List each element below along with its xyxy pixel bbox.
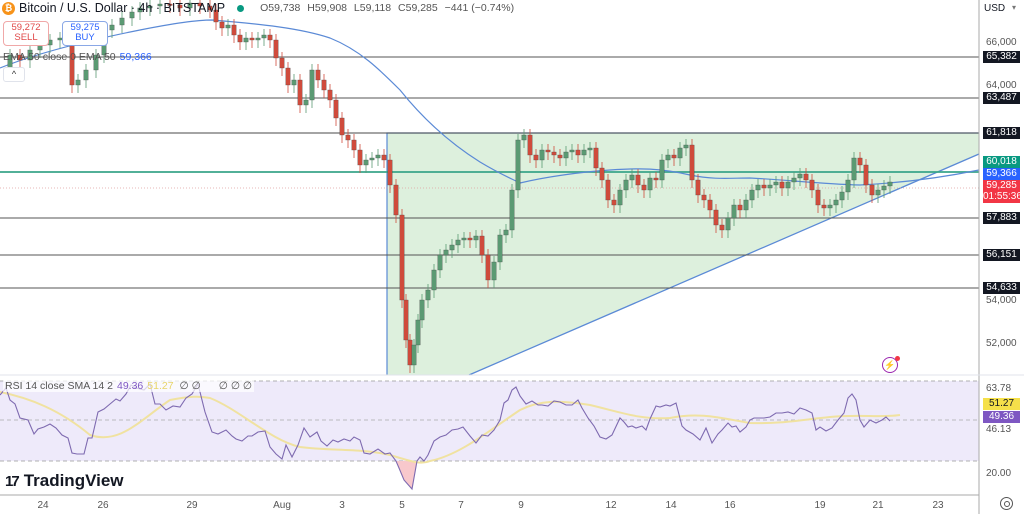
settings-gear-icon[interactable]: [1000, 497, 1013, 510]
price-level-badge: 01:55:36: [983, 191, 1022, 203]
oversold-fill: [396, 461, 417, 489]
rsi-value: 49.36: [116, 380, 144, 392]
price-tick: 52,000: [986, 338, 1017, 349]
tradingview-mark-icon: 17: [5, 472, 20, 490]
collapse-legend-button[interactable]: ^: [3, 67, 25, 82]
rsi-sma-line: [0, 391, 901, 464]
price-level-badge: 60,018: [983, 156, 1020, 168]
symbol-title[interactable]: Bitcoin / U.S. Dollar · 4h · BITSTAMP: [19, 1, 226, 15]
rsi-band: [0, 381, 979, 461]
close-value: C59,285: [398, 2, 438, 14]
price-level-badge: 56,151: [983, 249, 1020, 261]
high-value: H59,908: [307, 2, 347, 14]
rsi-null-values-b: ∅ ∅ ∅: [218, 380, 253, 392]
time-tick: 12: [605, 500, 617, 511]
price-level-badge: 54,633: [983, 282, 1020, 294]
ohlc-values: O59,738 H59,908 L59,118 C59,285 −441 (−0…: [260, 2, 518, 14]
price-level-badge: 59,285: [983, 180, 1020, 192]
time-tick: 29: [186, 500, 198, 511]
symbol-header: ₿ Bitcoin / U.S. Dollar · 4h · BITSTAMP …: [2, 1, 518, 15]
time-tick: 21: [872, 500, 884, 511]
chevron-down-icon[interactable]: ▾: [1012, 3, 1017, 12]
ema-legend[interactable]: EMA 50 close 0 EMA 50 59,366: [3, 51, 152, 63]
currency-selector[interactable]: USD: [984, 3, 1006, 14]
ema-legend-label: EMA 50 close 0 EMA 50: [3, 51, 116, 63]
price-level-badge: 59,366: [983, 168, 1020, 180]
rsi-sma-value: 51.27: [147, 380, 174, 392]
time-tick: 7: [458, 500, 464, 511]
time-tick: 3: [339, 500, 345, 511]
triangle-pattern: [387, 133, 979, 375]
rsi-value-badge: 49.36: [983, 411, 1020, 423]
time-tick: 5: [399, 500, 405, 511]
low-value: L59,118: [353, 2, 392, 14]
price-tick: 54,000: [986, 295, 1017, 306]
price-level-badge: 61,818: [983, 127, 1020, 139]
rsi-legend-label: RSI 14 close SMA 14 2: [5, 380, 113, 392]
sell-button[interactable]: 59,272 SELL: [3, 21, 49, 46]
rsi-value-badge: 51.27: [983, 398, 1020, 410]
price-level-badge: 63,487: [983, 92, 1020, 104]
change-value: −441 (−0.74%): [444, 2, 515, 14]
rsi-null-values-a: ∅ ∅: [179, 380, 201, 392]
rsi-legend[interactable]: RSI 14 close SMA 14 2 49.36 51.27 ∅ ∅ ∅ ∅ ∅: [3, 380, 255, 392]
market-open-indicator-icon: [237, 4, 245, 12]
alert-lightning-icon[interactable]: ⚡: [882, 356, 900, 373]
ema-line: [0, 19, 980, 186]
sell-label: SELL: [14, 32, 38, 43]
price-level-badge: 57,883: [983, 212, 1020, 224]
price-level-badge: 65,382: [983, 51, 1020, 63]
rsi-tick: 46.13: [986, 424, 1012, 435]
rsi-tick: 20.00: [986, 468, 1012, 479]
buy-label: BUY: [75, 32, 95, 43]
time-tick: 16: [724, 500, 736, 511]
time-tick: 19: [814, 500, 826, 511]
time-tick: 23: [932, 500, 944, 511]
time-tick: 24: [37, 500, 49, 511]
time-tick: 14: [665, 500, 677, 511]
price-tick: 66,000: [986, 37, 1017, 48]
ema-legend-value: 59,366: [119, 51, 152, 63]
buy-price: 59,275: [70, 22, 100, 33]
bitcoin-icon: ₿: [2, 1, 15, 15]
tradingview-wordmark: TradingView: [23, 471, 124, 490]
candlesticks: [7, 0, 893, 373]
rsi-tick: 63.78: [986, 383, 1012, 394]
time-tick: 9: [518, 500, 524, 511]
time-tick: 26: [97, 500, 109, 511]
open-value: O59,738: [260, 2, 301, 14]
time-tick: Aug: [273, 500, 291, 511]
tradingview-logo: 17 TradingView: [5, 471, 124, 491]
buy-button[interactable]: 59,275 BUY: [62, 21, 108, 46]
price-tick: 64,000: [986, 80, 1017, 91]
sell-price: 59,272: [11, 22, 41, 33]
